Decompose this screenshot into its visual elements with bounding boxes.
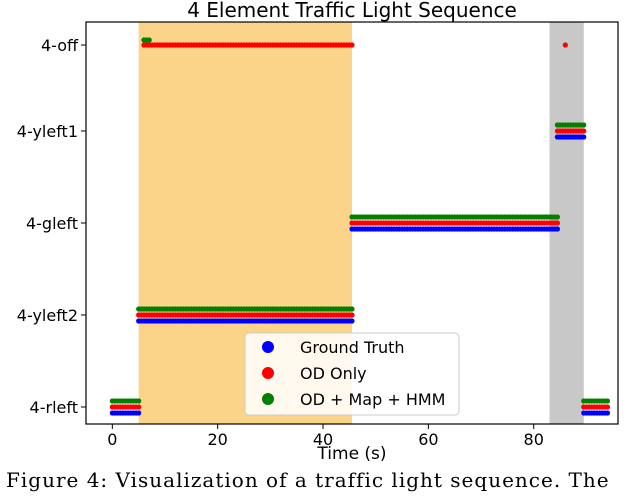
x-tick-label: 40 (313, 430, 333, 449)
marker-od-only (349, 42, 355, 48)
legend-marker (262, 393, 274, 405)
x-tick-label: 20 (208, 430, 228, 449)
figure-caption: Figure 4: Visualization of a traffic lig… (6, 468, 610, 492)
x-tick-label: 0 (107, 430, 117, 449)
y-axis-ticks: 4-rleft 4-yleft2 4-gleft 4-yleft1 4-off (17, 36, 86, 417)
legend-label: OD + Map + HMM (300, 390, 445, 409)
marker-ground-truth (136, 410, 142, 416)
y-tick-label: 4-yleft2 (17, 306, 78, 325)
legend: Ground Truth OD Only OD + Map + HMM (244, 332, 460, 416)
legend-marker (262, 367, 274, 379)
marker-od-map-hmm (554, 214, 561, 220)
marker-od-map-hmm (604, 398, 611, 404)
marker-ground-truth (581, 134, 587, 140)
marker-od-map-hmm (136, 398, 142, 404)
y-tick-label: 4-rleft (30, 398, 78, 417)
marker-ground-truth (604, 410, 611, 416)
x-tick-label: 80 (524, 430, 544, 449)
x-axis-label: Time (s) (316, 444, 386, 464)
chart-title: 4 Element Traffic Light Sequence (187, 0, 517, 22)
marker-ground-truth (349, 318, 355, 324)
legend-label: OD Only (300, 364, 367, 383)
data-markers (109, 37, 611, 416)
x-axis-ticks: 0 20 40 60 80 (107, 424, 544, 449)
marker-ground-truth (554, 226, 561, 232)
legend-label: Ground Truth (300, 338, 405, 357)
y-tick-label: 4-off (41, 36, 79, 55)
marker-od-only (581, 128, 587, 134)
y-tick-label: 4-gleft (26, 214, 78, 233)
x-tick-label: 60 (418, 430, 438, 449)
marker-od-only (604, 404, 611, 410)
marker-od-only (554, 220, 561, 226)
legend-box (244, 332, 460, 416)
marker-od-map-hmm (349, 306, 355, 312)
legend-marker (262, 341, 274, 353)
y-tick-label: 4-yleft1 (17, 122, 78, 141)
marker-od-only (562, 42, 568, 48)
marker-od-only (136, 404, 142, 410)
marker-od-only (349, 312, 355, 318)
marker-od-map-hmm (146, 37, 152, 43)
marker-od-map-hmm (581, 122, 587, 128)
